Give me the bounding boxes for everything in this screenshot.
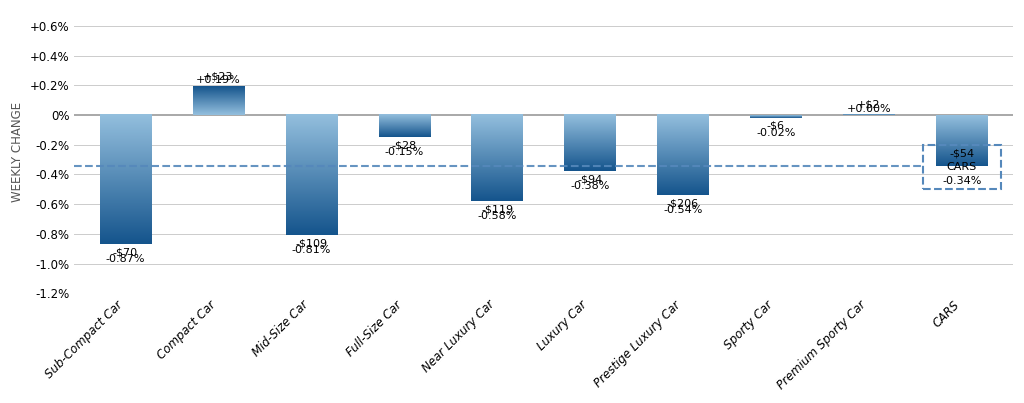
Text: -$6: -$6 <box>767 121 784 131</box>
Text: +$23: +$23 <box>203 72 233 82</box>
Text: -0.02%: -0.02% <box>756 128 796 138</box>
Text: -0.15%: -0.15% <box>384 147 424 157</box>
Text: +0.00%: +0.00% <box>847 104 891 114</box>
Text: -$70: -$70 <box>113 247 138 257</box>
Y-axis label: WEEKLY CHANGE: WEEKLY CHANGE <box>11 102 25 202</box>
Text: -$28: -$28 <box>391 140 417 150</box>
Text: +$2: +$2 <box>857 100 881 110</box>
Text: -0.54%: -0.54% <box>664 205 702 215</box>
Text: -$109: -$109 <box>295 238 328 248</box>
Text: -0.81%: -0.81% <box>292 245 331 255</box>
Text: CARS: CARS <box>946 162 977 172</box>
Text: -$206: -$206 <box>667 198 699 208</box>
Text: -0.58%: -0.58% <box>477 211 517 221</box>
Text: -0.38%: -0.38% <box>570 181 609 191</box>
Text: -$54: -$54 <box>949 148 974 158</box>
Text: -0.87%: -0.87% <box>105 254 145 264</box>
Text: -$94: -$94 <box>578 174 602 185</box>
Text: -0.34%: -0.34% <box>942 176 981 186</box>
Text: -$119: -$119 <box>481 204 513 214</box>
Text: +0.19%: +0.19% <box>196 75 241 85</box>
